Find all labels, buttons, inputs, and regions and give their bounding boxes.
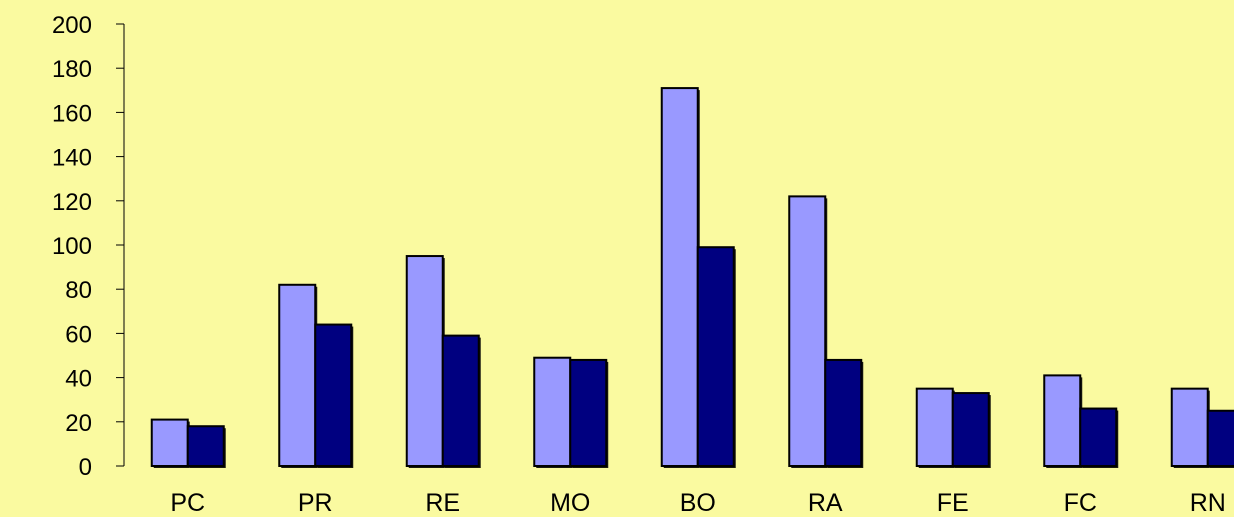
bar-pr-series-1 bbox=[278, 283, 317, 467]
bar-re-series-1 bbox=[405, 255, 444, 467]
bar-pr-series-2 bbox=[314, 323, 353, 467]
x-category-label-fe: FE bbox=[937, 489, 969, 517]
x-category-label-ra: RA bbox=[808, 489, 843, 517]
y-tick-label: 100 bbox=[52, 233, 92, 260]
x-category-label-rn: RN bbox=[1190, 489, 1226, 517]
y-tick-label: 80 bbox=[65, 277, 92, 304]
y-tick-label: 0 bbox=[79, 454, 92, 481]
bar-ra-series-2 bbox=[824, 358, 863, 468]
bar-pc-series-1 bbox=[150, 418, 189, 467]
bar-bo-series-2 bbox=[696, 246, 735, 467]
bar-rn-series-2 bbox=[1206, 409, 1234, 467]
axis-layer bbox=[116, 23, 125, 467]
bar-bo-series-1 bbox=[660, 87, 699, 467]
x-category-label-mo: MO bbox=[550, 489, 590, 517]
y-tick-label: 40 bbox=[65, 366, 92, 393]
x-category-label-fc: FC bbox=[1064, 489, 1097, 517]
bar-mo-series-2 bbox=[569, 358, 608, 468]
bar-fe-series-1 bbox=[915, 387, 954, 467]
y-tick-label: 200 bbox=[52, 12, 92, 39]
x-category-label-re: RE bbox=[425, 489, 460, 517]
bar-rn-series-1 bbox=[1170, 387, 1209, 467]
bar-pc-series-2 bbox=[186, 425, 225, 467]
bar-fe-series-2 bbox=[951, 392, 990, 468]
y-tick-label: 160 bbox=[52, 100, 92, 127]
bar-fc-series-1 bbox=[1043, 374, 1082, 468]
x-category-label-pc: PC bbox=[170, 489, 205, 517]
x-category-label-pr: PR bbox=[298, 489, 333, 517]
y-tick-label: 120 bbox=[52, 189, 92, 216]
bar-fc-series-2 bbox=[1079, 407, 1118, 468]
x-category-label-bo: BO bbox=[680, 489, 716, 517]
y-tick-label: 60 bbox=[65, 321, 92, 348]
labels-layer: 0 20 40 60 80 100 120 140 160 180 200 PC PR RE MO BO RA F… bbox=[52, 12, 1226, 517]
bars-layer bbox=[150, 87, 1234, 468]
bar-mo-series-1 bbox=[533, 356, 572, 467]
y-tick-label: 180 bbox=[52, 56, 92, 83]
bar-re-series-2 bbox=[441, 334, 480, 467]
bar-ra-series-1 bbox=[788, 195, 827, 467]
y-tick-label: 20 bbox=[65, 410, 92, 437]
y-tick-label: 140 bbox=[52, 145, 92, 172]
